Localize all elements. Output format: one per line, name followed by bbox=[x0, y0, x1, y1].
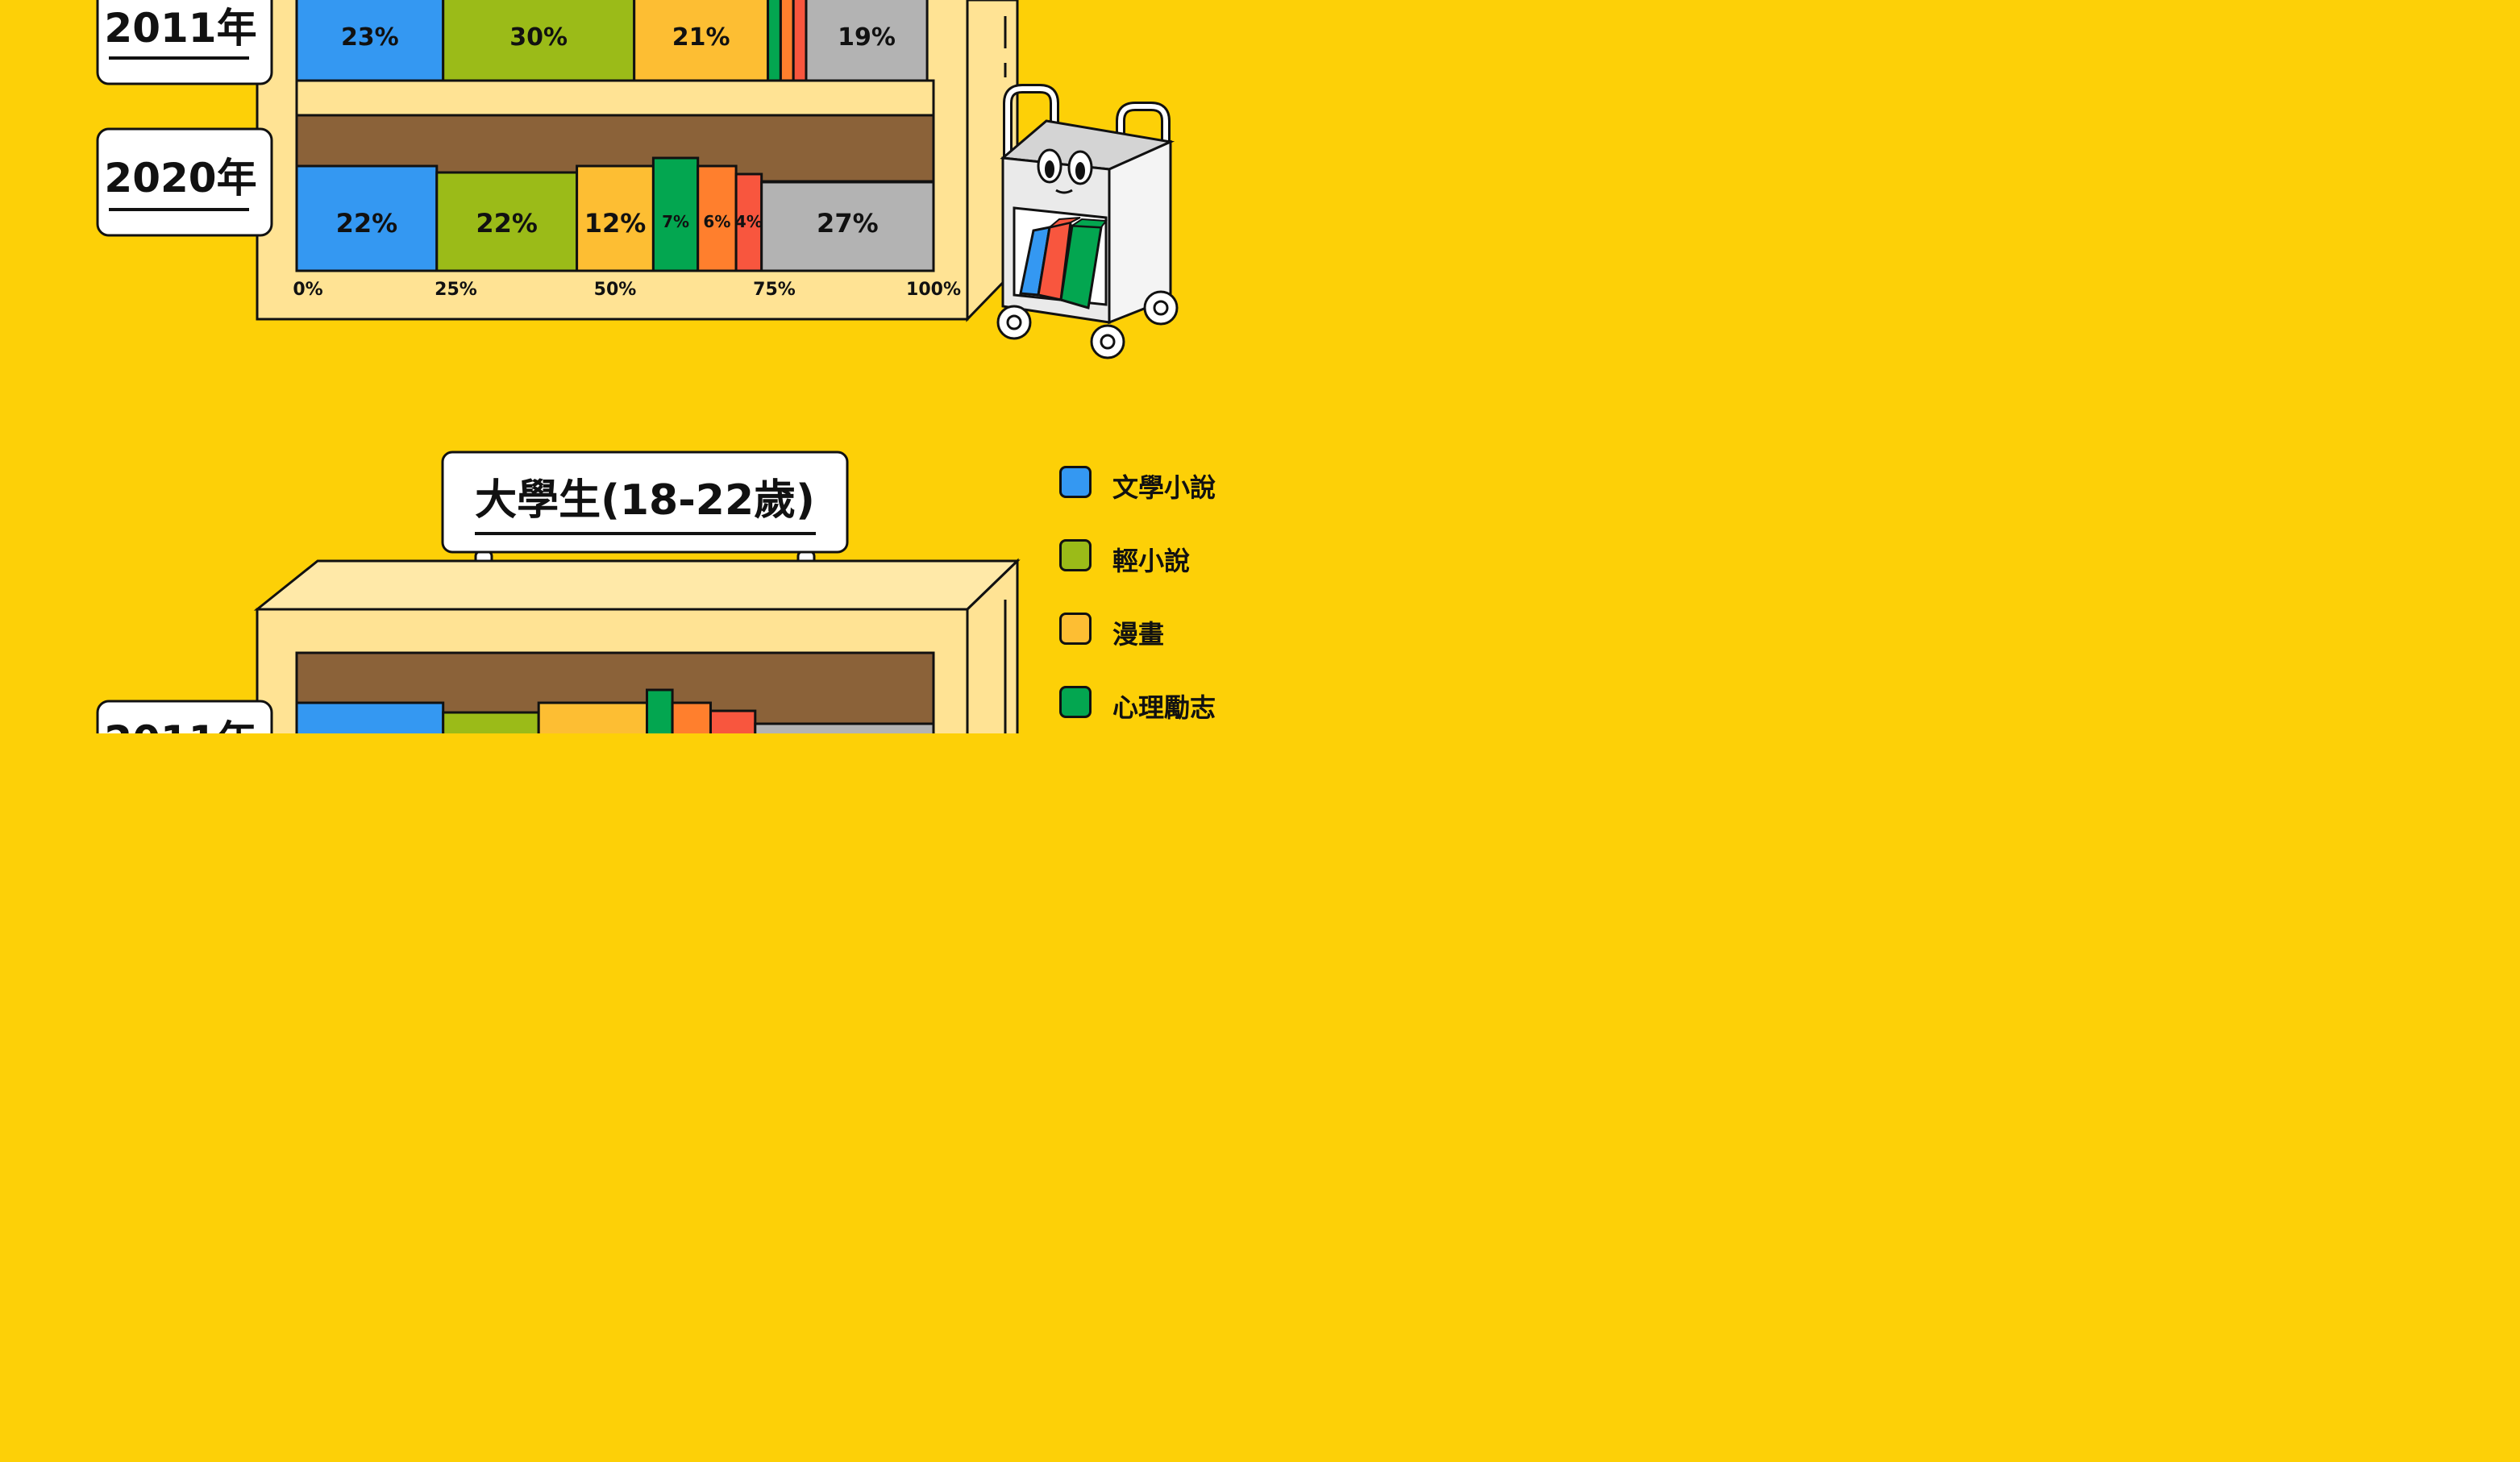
legend-swatch bbox=[1059, 466, 1092, 498]
chart-title-sign: 大學生(18-22歲) bbox=[441, 451, 849, 554]
chart-title: 大學生(18-22歲) bbox=[475, 476, 815, 525]
legend-item: 文學小說 bbox=[1059, 466, 1269, 503]
bar-segment bbox=[754, 722, 935, 733]
bar-segment bbox=[295, 701, 445, 733]
bar-segment bbox=[651, 156, 700, 272]
data-label: 27% bbox=[817, 208, 879, 239]
year-label-2011-bottom: 2011年 bbox=[96, 700, 273, 733]
book-cart-mascot bbox=[996, 84, 1179, 359]
bar-segment bbox=[295, 0, 445, 82]
bar-segment bbox=[295, 164, 439, 272]
x-tick-label: 50% bbox=[594, 280, 637, 300]
year-label-text: 2011年 bbox=[104, 5, 256, 52]
year-label-2011: 2011年 bbox=[96, 0, 273, 85]
legend-swatch bbox=[1059, 613, 1092, 645]
top-bookshelf: 23% 30% 21% 19% 22% 22% 12% 7% 6% 4% 27% 0% 25% 50% 75… bbox=[256, 0, 1019, 322]
data-label: 23% bbox=[341, 23, 399, 52]
data-label: 6% bbox=[703, 212, 730, 231]
bar-segment bbox=[537, 701, 649, 733]
legend-item: 心理勵志 bbox=[1059, 686, 1269, 723]
data-label: 12% bbox=[584, 208, 647, 239]
bar-segment bbox=[792, 0, 808, 82]
data-label: 22% bbox=[476, 208, 538, 239]
legend-label: 輕小說 bbox=[1112, 546, 1191, 576]
year-label-text: 2020年 bbox=[104, 155, 256, 201]
bar-segment bbox=[671, 701, 712, 733]
data-label: 21% bbox=[672, 23, 730, 52]
x-tick-label: 25% bbox=[435, 280, 477, 300]
bar-segment bbox=[760, 181, 935, 272]
infographic-canvas: 23% 30% 21% 19% 22% 22% 12% 7% 6% 4% 27% 0% 25% 50% 75… bbox=[96, 0, 1179, 733]
bar-segment bbox=[442, 0, 636, 82]
data-label: 4% bbox=[735, 212, 763, 231]
bar-segment bbox=[709, 709, 757, 733]
bar-segment bbox=[646, 688, 674, 733]
legend-swatch bbox=[1059, 539, 1092, 571]
bar-segment bbox=[435, 171, 579, 272]
data-label: 7% bbox=[662, 212, 689, 231]
bar-segment bbox=[697, 164, 738, 272]
bar-segment bbox=[779, 0, 795, 82]
bar-segment bbox=[805, 0, 929, 82]
legend-item: 漫畫 bbox=[1059, 613, 1269, 650]
x-tick-label: 0% bbox=[293, 280, 322, 300]
x-tick-label: 75% bbox=[753, 280, 796, 300]
bar-segment bbox=[767, 0, 782, 82]
year-label-text: 2011年 bbox=[104, 717, 256, 733]
bottom-shelf-top bbox=[253, 559, 1021, 611]
x-tick-label: 100% bbox=[906, 280, 961, 300]
legend-label: 文學小說 bbox=[1112, 472, 1216, 503]
data-label: 19% bbox=[838, 23, 896, 52]
top-shelf-divider bbox=[295, 79, 935, 117]
legend-label: 心理勵志 bbox=[1112, 692, 1216, 723]
legend-item: 輕小說 bbox=[1059, 539, 1269, 576]
bottom-bookshelf bbox=[253, 550, 1021, 733]
legend-label: 漫畫 bbox=[1112, 619, 1165, 650]
year-label-2020: 2020年 bbox=[96, 127, 273, 237]
data-label: 22% bbox=[336, 208, 398, 239]
bar-segment bbox=[442, 711, 540, 733]
legend-swatch bbox=[1059, 686, 1092, 718]
data-label: 30% bbox=[509, 23, 568, 52]
